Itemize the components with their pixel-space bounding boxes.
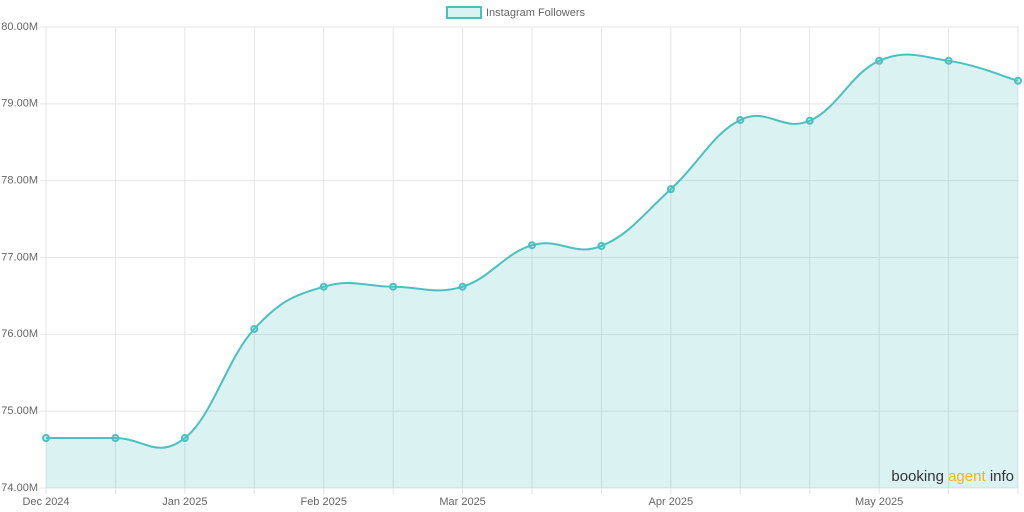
x-tick-label: Dec 2024: [22, 496, 69, 508]
x-tick-label: May 2025: [855, 496, 903, 508]
point: [666, 185, 675, 194]
x-tick-label: Jan 2025: [162, 496, 207, 508]
watermark-word: agent: [948, 468, 986, 485]
x-tick-label: Feb 2025: [300, 496, 346, 508]
legend-label: Instagram Followers: [486, 7, 586, 19]
watermark: booking agent info: [891, 468, 1014, 485]
point: [597, 241, 606, 250]
point: [458, 282, 467, 291]
y-tick-label: 77.00M: [1, 251, 38, 263]
y-tick-label: 74.00M: [1, 482, 38, 494]
watermark-word: info: [990, 468, 1014, 485]
y-tick-label: 79.00M: [1, 98, 38, 110]
x-tick-label: Apr 2025: [649, 496, 694, 508]
point: [180, 434, 189, 443]
point: [805, 116, 814, 125]
legend-swatch: [446, 6, 482, 19]
x-tick-label: Mar 2025: [439, 496, 485, 508]
area: [46, 54, 1018, 488]
point: [1014, 76, 1022, 85]
y-tick-label: 75.00M: [1, 405, 38, 417]
y-tick-label: 80.00M: [1, 21, 38, 33]
point: [528, 241, 536, 250]
y-tick-label: 76.00M: [1, 328, 38, 340]
point: [389, 282, 398, 291]
point: [319, 282, 328, 291]
y-tick-label: 78.00M: [1, 175, 38, 187]
point: [111, 434, 120, 443]
line: [46, 53, 1019, 449]
point: [42, 434, 50, 443]
point: [944, 56, 953, 65]
point: [736, 115, 745, 124]
point: [250, 324, 259, 333]
watermark-word: booking: [891, 468, 944, 485]
point: [875, 56, 884, 65]
